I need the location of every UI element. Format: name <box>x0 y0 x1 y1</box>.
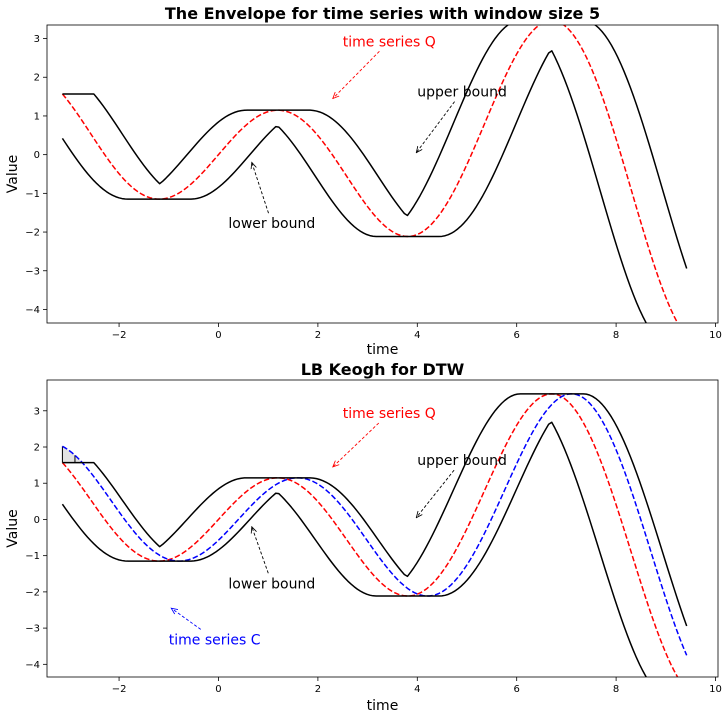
upper-bound-line <box>62 25 688 269</box>
annotation-arrow <box>333 50 380 98</box>
y-tick-label: −2 <box>25 587 40 598</box>
x-tick-label: 8 <box>613 684 619 695</box>
lb-keogh-panel: LB Keogh for DTW −2 0 2 4 6 8 10 −4 −3 −2 −1 0 1 2 3 tim… <box>5 360 722 714</box>
y-tick-label: 1 <box>34 111 40 122</box>
y-tick-label: −3 <box>25 266 40 277</box>
upper-bound-line <box>62 393 688 627</box>
chart-title: LB Keogh for DTW <box>301 360 465 379</box>
x-tick-label: 0 <box>215 330 221 341</box>
annotation-arrow <box>416 469 455 518</box>
y-tick-label: 2 <box>34 443 40 454</box>
y-tick-label: 0 <box>34 515 40 526</box>
lower-bound-line <box>61 421 648 677</box>
x-tick-label: 2 <box>315 330 321 341</box>
annotation-arrow <box>252 527 269 574</box>
x-tick-label: 6 <box>514 330 520 341</box>
annotation-label: time series Q <box>343 406 436 422</box>
annotation-label: upper bound <box>417 453 507 469</box>
y-tick-label: −4 <box>25 305 40 316</box>
axes-frame <box>46 379 719 678</box>
annotation-arrow <box>333 422 380 467</box>
x-tick-label: 4 <box>414 330 420 341</box>
envelope-panel: The Envelope for time series with window… <box>5 4 722 358</box>
x-tick-label: −2 <box>112 330 127 341</box>
y-tick-label: −4 <box>25 660 40 671</box>
x-axis-label: time <box>367 342 399 358</box>
y-tick-label: 3 <box>34 34 40 45</box>
plot-area <box>61 25 688 323</box>
x-tick-label: 0 <box>215 684 221 695</box>
annotation-label: time series C <box>169 632 261 648</box>
axes-frame <box>46 24 719 324</box>
annotation-label: lower bound <box>228 576 315 592</box>
y-tick-label: −1 <box>25 189 40 200</box>
y-tick-label: 0 <box>34 150 40 161</box>
y-axis-label: Value <box>5 155 21 193</box>
annotation-label: upper bound <box>417 85 507 101</box>
x-tick-label: 10 <box>709 330 722 341</box>
lower-bound-line <box>61 50 648 323</box>
y-axis-label: Value <box>5 509 21 547</box>
y-tick-label: −1 <box>25 551 40 562</box>
x-tick-label: −2 <box>112 684 127 695</box>
annotation-label: time series Q <box>343 34 436 50</box>
y-tick-label: −3 <box>25 624 40 635</box>
x-tick-label: 10 <box>709 684 722 695</box>
y-tick-label: −2 <box>25 228 40 239</box>
y-tick-label: 2 <box>34 73 40 84</box>
annotation-arrow <box>416 101 455 153</box>
chart-title: The Envelope for time series with window… <box>165 4 600 23</box>
y-tick-label: 3 <box>34 406 40 417</box>
annotation-arrow <box>252 162 269 214</box>
annotation-arrow <box>171 608 202 630</box>
x-tick-label: 8 <box>613 330 619 341</box>
x-axis-label: time <box>367 698 399 714</box>
series-q-line <box>61 393 679 677</box>
x-tick-label: 2 <box>315 684 321 695</box>
series-q-line <box>61 25 679 323</box>
x-tick-label: 4 <box>414 684 420 695</box>
plot-area <box>61 393 688 677</box>
y-tick-label: 1 <box>34 479 40 490</box>
series-c-line <box>62 393 688 656</box>
above-upper-region <box>62 446 82 463</box>
x-tick-label: 6 <box>514 684 520 695</box>
annotation-label: lower bound <box>228 216 315 232</box>
